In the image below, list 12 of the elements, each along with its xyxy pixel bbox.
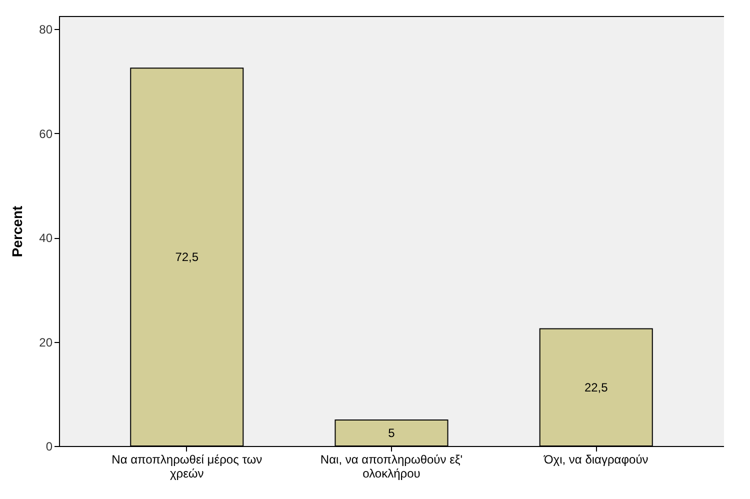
data-label: 5	[388, 426, 396, 440]
y-tick-label: 0	[46, 440, 53, 454]
data-label: 72,5	[175, 250, 199, 264]
data-label: 22,5	[584, 380, 608, 394]
y-axis-title: Percent	[9, 205, 26, 258]
x-tick-label: Όχι, να διαγραφούν	[542, 452, 648, 466]
y-tick-label: 40	[39, 231, 53, 246]
x-tick-label: Να αποπληρωθεί μέρος των χρεών	[112, 452, 262, 480]
x-tick-label: Ναι, να αποπληρωθούν εξ' ολοκλήρου	[320, 452, 463, 480]
y-tick-label: 60	[39, 126, 53, 141]
y-tick-label: 20	[39, 335, 53, 350]
y-tick-label: 80	[39, 22, 53, 37]
